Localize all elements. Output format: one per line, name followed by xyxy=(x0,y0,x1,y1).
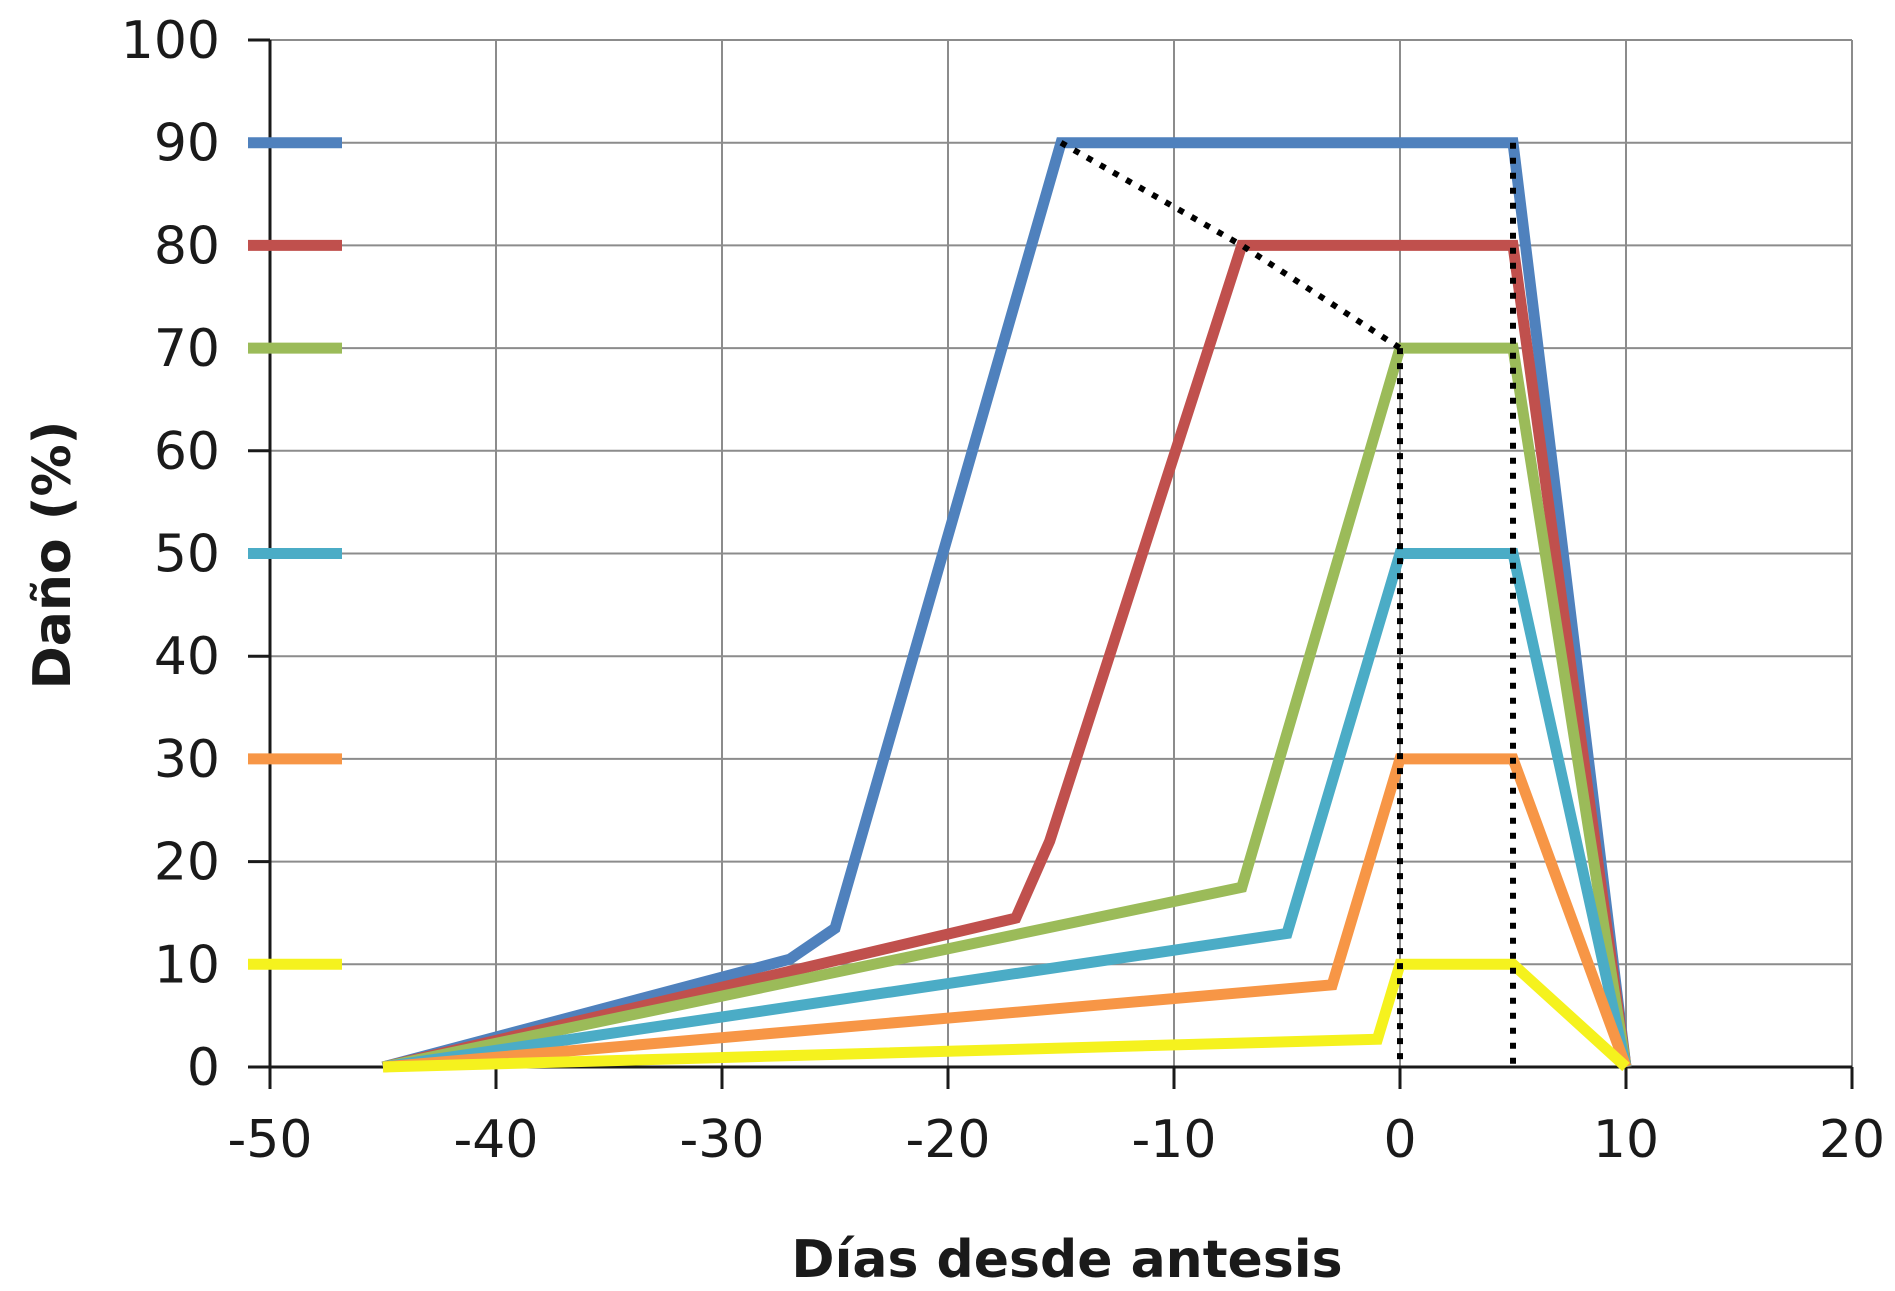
x-tick-label: -10 xyxy=(1132,1110,1217,1170)
tick-labels: 0 10 20 30 40 50 60 70 80 90 100 -50 -40 -30 -20 -10 0 10… xyxy=(121,11,1885,1170)
y-tick-label: 50 xyxy=(154,525,220,585)
y-tick-label: 20 xyxy=(154,833,220,893)
y-tick-label: 10 xyxy=(154,935,220,995)
x-tick-label: -40 xyxy=(454,1110,539,1170)
y-axis-title: Daño (%) xyxy=(23,421,83,690)
legend-markers xyxy=(248,137,342,970)
reference-dotted-lines xyxy=(1059,140,1516,1067)
y-tick-label: 70 xyxy=(154,319,220,379)
y-tick-label: 40 xyxy=(154,627,220,687)
x-tick-label: -30 xyxy=(680,1110,765,1170)
series-line-4 xyxy=(382,548,1632,1073)
y-tick-label: 80 xyxy=(154,216,220,276)
x-tick-label: 10 xyxy=(1593,1110,1659,1170)
y-tick-label: 90 xyxy=(154,114,220,174)
y-tick-label: 0 xyxy=(187,1038,220,1098)
series-line-2 xyxy=(381,239,1632,1073)
y-tick-label: 60 xyxy=(154,422,220,482)
x-axis-title: Días desde antesis xyxy=(791,1230,1342,1286)
x-tick-label: -20 xyxy=(906,1110,991,1170)
y-tick-label: 30 xyxy=(154,730,220,790)
reference-line-1 xyxy=(1059,140,1402,351)
series-line-1 xyxy=(381,137,1632,1073)
x-tick-label: 0 xyxy=(1383,1110,1416,1170)
x-tick-label: 20 xyxy=(1819,1110,1885,1170)
x-tick-label: -50 xyxy=(228,1110,313,1170)
y-tick-label: 100 xyxy=(121,11,220,71)
